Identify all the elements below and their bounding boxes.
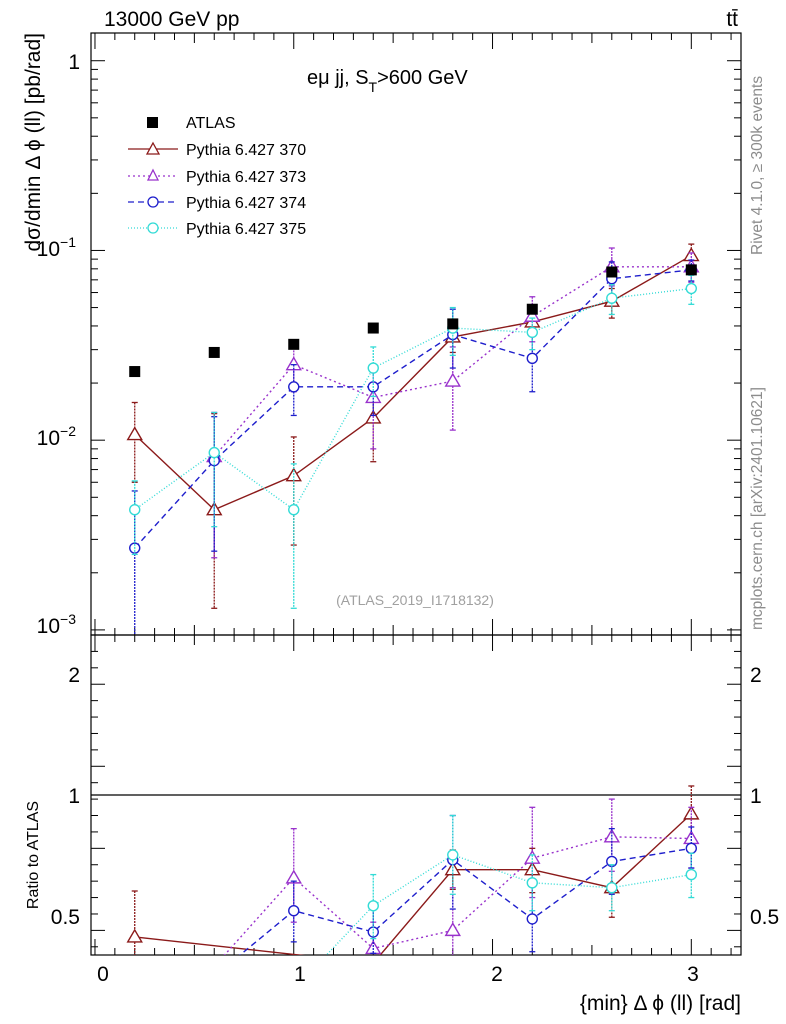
ratio-marker-375 [685, 868, 698, 881]
ratio-line-374 [238, 847, 692, 955]
x-tick-label-3: 3 [687, 963, 699, 986]
series-line-375 [134, 287, 692, 511]
x-axis-ticks [94, 33, 732, 955]
series-line-370 [134, 254, 692, 511]
rivet-version-label: Rivet 4.1.0, ≥ 300k events [749, 76, 766, 255]
legend-line-374 [128, 196, 178, 208]
plot-title: eμ jj, ST>600 GeV [307, 67, 468, 95]
legend-label-atlas: ATLAS [186, 115, 236, 132]
ratio-marker-370 [444, 861, 461, 876]
ratio-marker-375 [367, 900, 379, 912]
atlas-data-point [208, 346, 220, 358]
marker-375 [208, 446, 220, 459]
y-tick-label-1e-2: 10−2 [37, 423, 77, 450]
atlas-data-point [606, 266, 618, 278]
atlas-data-point [129, 366, 141, 378]
x-tick-label-2: 2 [491, 963, 503, 986]
ratio-tick-label-2: 2 [68, 664, 80, 687]
legend: ATLAS Pythia 6.427 370 Pythia 6.427 373 … [128, 115, 306, 238]
x-axis-label: {min} Δ ϕ (ll) [rad] [580, 992, 741, 1015]
legend-label-373: Pythia 6.427 373 [186, 169, 306, 186]
legend-line-373 [128, 168, 178, 181]
marker-375 [685, 282, 698, 295]
marker-374 [288, 381, 300, 393]
y-tick-labels: 1 10−1 10−2 10−3 [37, 51, 80, 638]
y-tick-label-1: 1 [68, 51, 80, 74]
ratio-marker-373 [444, 921, 461, 937]
legend-label-370: Pythia 6.427 370 [186, 142, 306, 159]
ratio-marker-375 [526, 877, 538, 889]
marker-373 [444, 372, 461, 387]
ratio-tick-labels-left: 2 1 0.5 [51, 664, 80, 929]
x-tick-label-1: 1 [294, 963, 306, 986]
ratio-marker-373 [524, 849, 541, 864]
y-tick-label-1e-3: 10−3 [37, 611, 77, 638]
marker-374 [526, 352, 538, 365]
marker-375 [129, 504, 141, 516]
ratio-line-370 [134, 813, 692, 955]
ratio-marker-370 [683, 805, 700, 820]
marker-375 [526, 326, 538, 339]
main-data-layer [126, 243, 700, 635]
mcplots-label: mcplots.cern.ch [arXiv:2401.10621] [749, 387, 766, 630]
ratio-data-layer [126, 785, 700, 955]
atlas-data-point [367, 322, 379, 334]
ratio-marker-374 [685, 842, 698, 855]
legend-label-375: Pythia 6.427 375 [186, 221, 306, 238]
legend-line-375 [128, 222, 178, 234]
marker-375 [367, 362, 379, 374]
ratio-line-373 [223, 836, 692, 955]
legend-label-374: Pythia 6.427 374 [186, 195, 306, 212]
ratio-line-375 [325, 854, 692, 955]
ratio-tick-label-2-right: 2 [750, 664, 762, 687]
x-tick-labels: 0 1 2 3 [97, 963, 699, 986]
ratio-tick-label-05: 0.5 [51, 906, 80, 929]
ratio-tick-label-1: 1 [68, 785, 80, 808]
ratio-marker-374 [288, 904, 300, 917]
x-tick-label-0: 0 [97, 963, 109, 986]
marker-375 [288, 504, 300, 516]
analysis-label: (ATLAS_2019_I1718132) [336, 592, 494, 608]
ratio-axis-label: Ratio to ATLAS [25, 801, 42, 909]
atlas-data-point [526, 303, 538, 315]
legend-line-370 [128, 141, 178, 155]
atlas-data-point [288, 338, 300, 350]
series-line-374 [134, 269, 692, 549]
marker-375 [606, 292, 618, 304]
ratio-marker-370 [126, 928, 143, 943]
marker-370 [126, 426, 143, 441]
ratio-tick-labels-right: 2 1 0.5 [750, 664, 779, 929]
atlas-data-point [685, 264, 697, 276]
ratio-marker-375 [447, 849, 459, 861]
atlas-data-point [447, 318, 459, 330]
y-axis-label: dσ/dmin Δ ϕ (ll) [pb/rad] [22, 33, 45, 252]
ratio-tick-label-05-right: 0.5 [750, 906, 779, 929]
legend-marker-atlas [147, 117, 158, 128]
ratio-marker-375 [606, 882, 618, 894]
ratio-marker-374 [526, 913, 538, 925]
process-label: tt̄ [726, 8, 738, 31]
main-axis-ticks [91, 60, 741, 631]
ratio-axis-ticks [91, 650, 741, 948]
energy-label: 13000 GeV pp [104, 8, 239, 31]
ratio-tick-label-1-right: 1 [750, 785, 762, 808]
